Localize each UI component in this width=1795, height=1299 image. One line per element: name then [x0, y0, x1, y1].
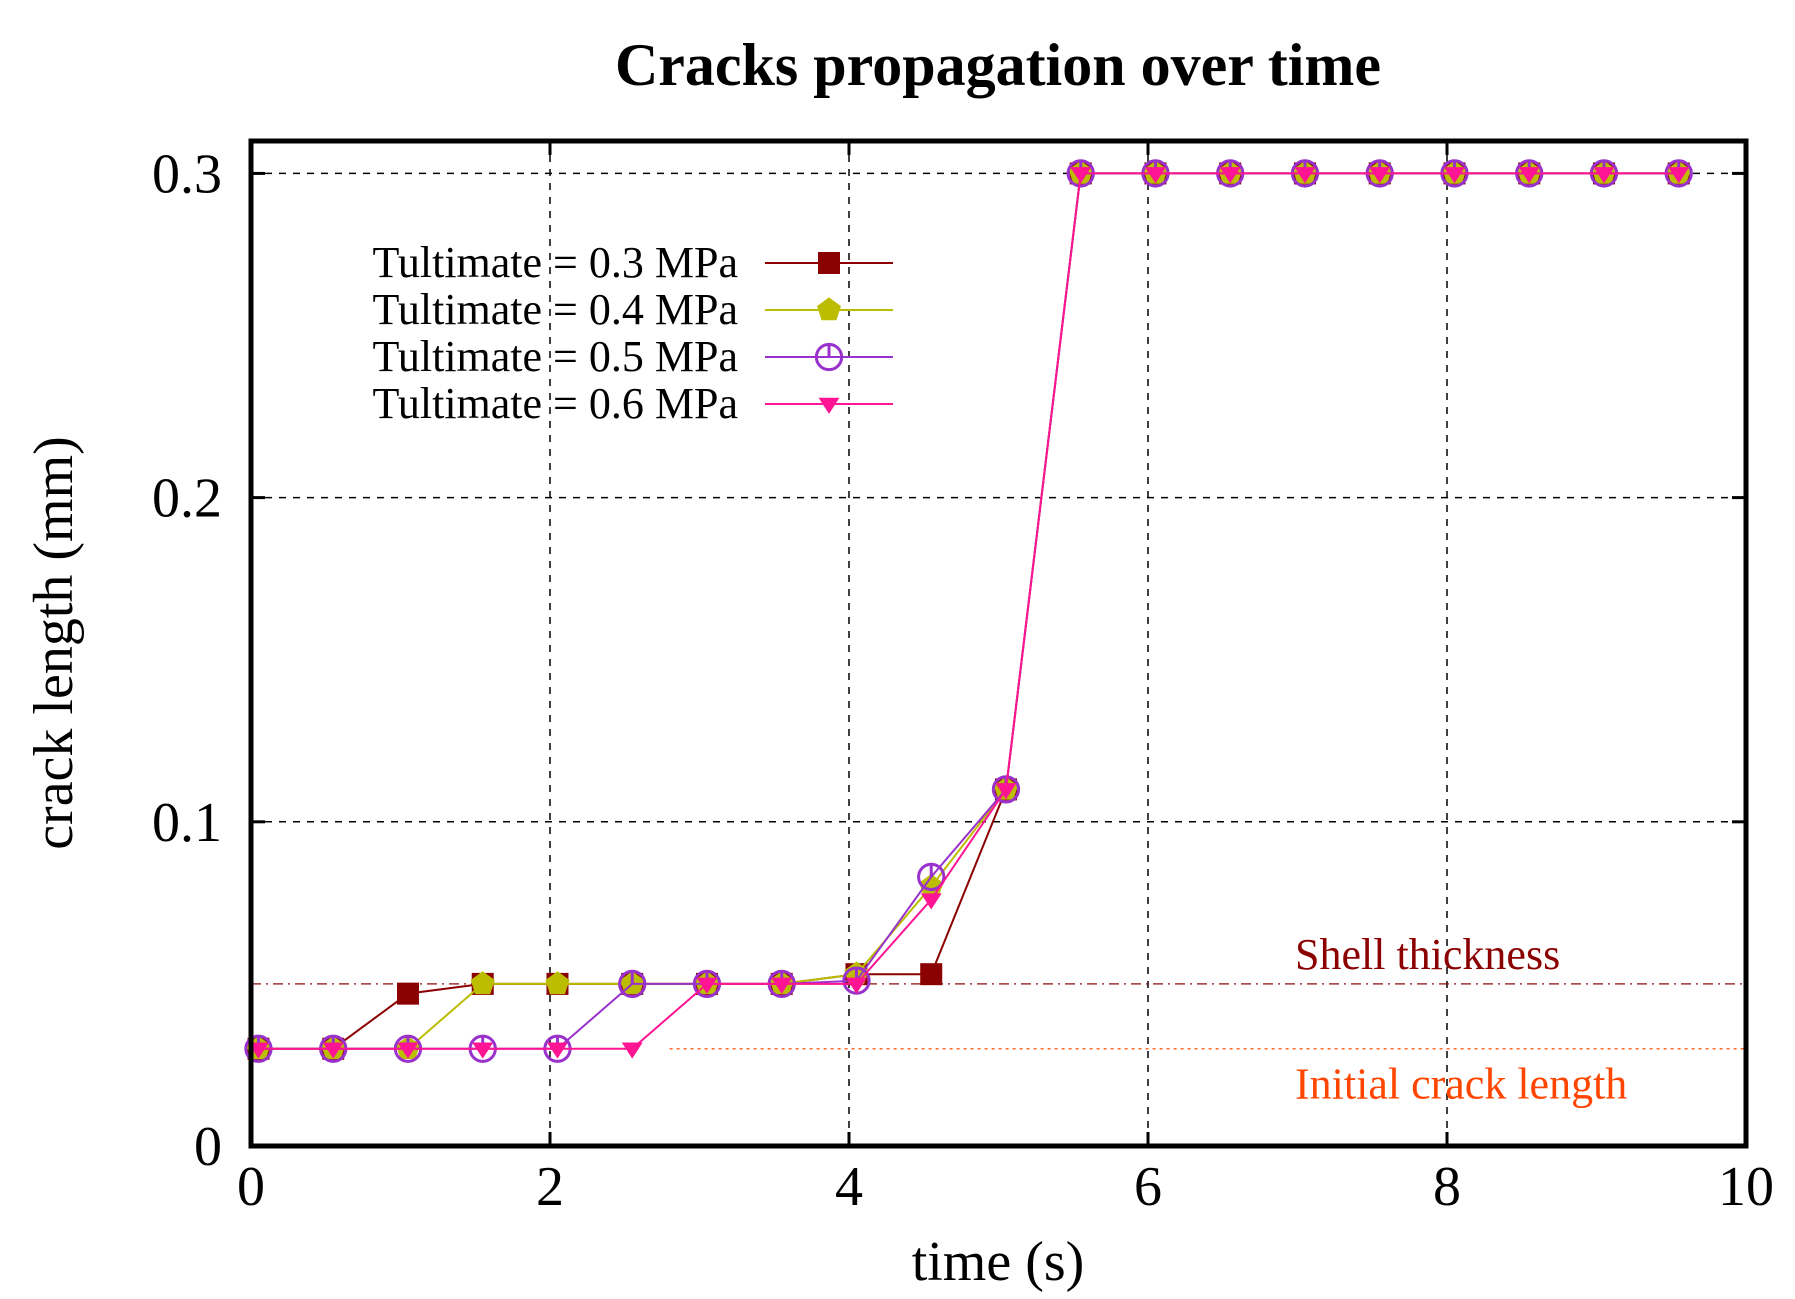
- grid: [251, 141, 1746, 1146]
- legend-item: Tultimate = 0.5 MPa: [373, 332, 893, 381]
- reference-lines: Shell thickness Initial crack length: [251, 930, 1746, 1109]
- data-point: [1668, 167, 1690, 184]
- legend-label: Tultimate = 0.3 MPa: [373, 238, 738, 287]
- data-point: [397, 1042, 419, 1059]
- data-point-ring: [991, 775, 1021, 804]
- plot-frame: [248, 138, 1749, 1149]
- data-point: [396, 982, 419, 1005]
- legend-item: Tultimate = 0.4 MPa: [373, 285, 893, 334]
- data-point: [470, 971, 495, 995]
- legend-label: Tultimate = 0.4 MPa: [373, 285, 738, 334]
- data-point: [618, 969, 647, 999]
- data-point: [621, 1042, 643, 1059]
- chart-title: Cracks propagation over time: [615, 32, 1381, 98]
- x-tick-label: 4: [835, 1156, 863, 1218]
- data-point: [846, 977, 867, 994]
- x-tick-label: 2: [536, 1156, 564, 1218]
- y-tick-label: 0.3: [152, 143, 222, 205]
- data-point: [818, 397, 840, 414]
- y-tick-label: 0: [194, 1116, 222, 1178]
- data-point: [920, 893, 942, 910]
- data-point: [322, 1042, 344, 1059]
- data-point-ring: [618, 969, 647, 999]
- x-tick-label: 8: [1433, 1156, 1461, 1218]
- data-point: [1444, 167, 1465, 184]
- data-point: [817, 297, 841, 321]
- legend-item: Tultimate = 0.6 MPa: [373, 379, 893, 428]
- data-point: [814, 342, 844, 372]
- legend-label: Tultimate = 0.6 MPa: [373, 379, 738, 428]
- reference-line-label: Initial crack length: [1295, 1060, 1627, 1109]
- series-line: [258, 172, 1679, 1050]
- data-point: [1070, 167, 1092, 184]
- data-point: [1219, 167, 1241, 184]
- data-point: [1369, 167, 1391, 184]
- data-point: [545, 971, 570, 995]
- data-point: [472, 1042, 494, 1059]
- data-point: [1145, 167, 1166, 184]
- y-tick-label: 0.1: [152, 792, 222, 854]
- data-point: [917, 862, 946, 892]
- data-point: [771, 977, 793, 994]
- data-point: [1593, 167, 1615, 184]
- x-axis-label: time (s): [912, 1231, 1085, 1293]
- legend-label: Tultimate = 0.5 MPa: [373, 332, 738, 381]
- x-tick-label: 10: [1718, 1156, 1774, 1218]
- y-tick-label: 0.2: [152, 468, 222, 530]
- data-point: [1294, 167, 1316, 184]
- data-point: [696, 977, 718, 994]
- data-point: [818, 252, 840, 274]
- reference-line-label: Shell thickness: [1295, 930, 1560, 979]
- legend-item: Tultimate = 0.3 MPa: [373, 238, 893, 287]
- x-tick-label: 6: [1134, 1156, 1162, 1218]
- y-axis-label: crack length (mm): [23, 436, 85, 850]
- data-point: [995, 783, 1017, 800]
- data-point: [547, 1042, 568, 1059]
- x-tick-label: 0: [237, 1156, 265, 1218]
- data-point: [1518, 167, 1540, 184]
- data-point: [920, 963, 943, 986]
- axis-ticks: 0 2 4 6 8 10 0 0.1 0.2 0.3: [152, 141, 1774, 1218]
